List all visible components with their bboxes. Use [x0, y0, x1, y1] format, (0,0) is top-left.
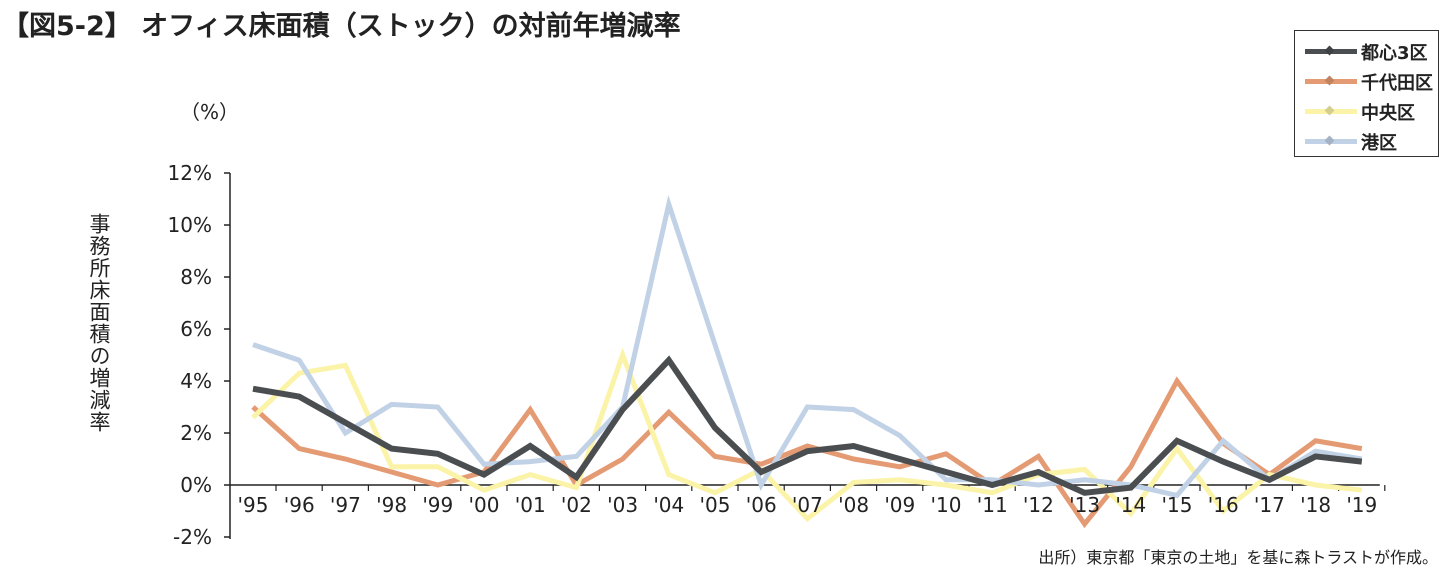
x-tick-label: '96: [284, 493, 315, 517]
x-tick-label: '13: [1069, 493, 1100, 517]
legend-item: 都心3区: [1295, 37, 1438, 64]
x-tick-label: '97: [330, 493, 361, 517]
x-tick-label: '00: [469, 493, 500, 517]
series-line-1: [251, 347, 1363, 523]
y-tick-labels: -2% 0% 2% 4% 6% 8% 10% 12%: [168, 161, 212, 549]
x-tick-label: '95: [238, 493, 269, 517]
x-tick-label: '16: [1208, 493, 1239, 517]
x-tick-label: '11: [977, 493, 1008, 517]
y-axis-label: 事務所床面積の増減率: [87, 213, 111, 433]
y-tick-label: 8%: [180, 265, 212, 289]
chart-title: 【図5-2】 オフィス床面積（ストック）の対前年増減率: [2, 11, 681, 42]
y-tick-label: 0%: [180, 473, 212, 497]
x-tick-label: '18: [1300, 493, 1331, 517]
y-tick-label: 10%: [168, 213, 212, 237]
legend-label: 千代田区: [1361, 73, 1433, 94]
legend: 都心3区千代田区中央区港区: [1294, 30, 1439, 157]
unit-label: （%）: [180, 100, 240, 124]
x-tick-label: '10: [931, 493, 962, 517]
x-tick-label: '17: [1254, 493, 1285, 517]
y-tick-label: 2%: [180, 421, 212, 445]
x-tick-label: '05: [700, 493, 731, 517]
x-tick-label: '15: [1162, 493, 1193, 517]
legend-label: 都心3区: [1361, 43, 1428, 64]
x-tick-label: '12: [1023, 493, 1054, 517]
y-tick-label: -2%: [173, 525, 212, 549]
x-tick-label: '19: [1346, 493, 1377, 517]
x-tick-label: '01: [515, 493, 546, 517]
series-layer: [251, 194, 1363, 529]
y-tick-label: 12%: [168, 161, 212, 185]
x-tick-label: '03: [607, 493, 638, 517]
legend-item: 中央区: [1295, 97, 1438, 124]
legend-item: 港区: [1295, 127, 1438, 154]
series-line-3: [252, 355, 1363, 496]
x-tick-label: '14: [1115, 493, 1146, 517]
x-tick-labels: '95 '96 '97 '98 '99 '00 '01 '02 '03 '04 '05 '06 '07 '…: [238, 493, 1378, 517]
legend-label: 港区: [1361, 133, 1397, 154]
x-tick-label: '98: [376, 493, 407, 517]
x-tick-label: '08: [838, 493, 869, 517]
source-note: 出所）東京都「東京の土地」を基に森トラストが作成。: [1038, 548, 1438, 567]
y-tick-label: 6%: [180, 317, 212, 341]
x-tick-label: '07: [792, 493, 823, 517]
x-tick-label: '02: [561, 493, 592, 517]
axes: [224, 172, 1386, 539]
x-tick-label: '06: [746, 493, 777, 517]
x-tick-label: '09: [884, 493, 915, 517]
y-tick-label: 4%: [180, 369, 212, 393]
series-line-2: [252, 194, 1363, 499]
legend-item: 千代田区: [1295, 67, 1438, 94]
x-tick-label: '04: [653, 493, 684, 517]
x-tick-label: '99: [422, 493, 453, 517]
legend-label: 中央区: [1361, 103, 1415, 124]
series-line-0: [251, 376, 1363, 529]
